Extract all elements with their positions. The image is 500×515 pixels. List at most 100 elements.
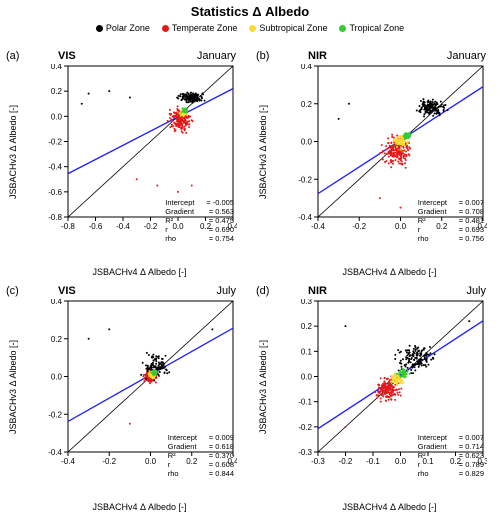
svg-text:0.0: 0.0 [145, 457, 157, 466]
stat-value: = 0.007 [459, 198, 484, 207]
svg-text:-0.2: -0.2 [352, 222, 366, 231]
stat-label: r [165, 225, 203, 234]
panel-band-label: VIS [58, 50, 76, 62]
y-axis-label: JSBACHv3 Δ Albedo [-] [8, 299, 20, 474]
panel-month-label: July [466, 285, 486, 297]
svg-text:-0.4: -0.4 [61, 457, 75, 466]
y-axis-label: JSBACHv3 Δ Albedo [-] [8, 64, 20, 239]
svg-text:0.0: 0.0 [301, 138, 313, 147]
svg-text:-0.6: -0.6 [48, 188, 62, 197]
stat-value: = 0.756 [459, 234, 484, 243]
stat-label: R² [418, 216, 456, 225]
svg-text:0.0: 0.0 [395, 457, 407, 466]
panel-band-label: NIR [308, 50, 327, 62]
y-axis-label: JSBACHv3 Δ Albedo [-] [258, 299, 270, 474]
stat-value: = 0.714 [459, 442, 484, 451]
svg-text:-0.2: -0.2 [48, 410, 62, 419]
svg-text:0.2: 0.2 [301, 100, 313, 109]
panel-a: (a)VISJanuaryJSBACHv3 Δ Albedo [-]JSBACH… [0, 44, 250, 279]
panel-band-label: VIS [58, 285, 76, 297]
legend-label: Polar Zone [106, 23, 150, 33]
stat-value: = 0.481 [459, 216, 484, 225]
figure-title: Statistics Δ Albedo [0, 0, 500, 19]
svg-text:-0.2: -0.2 [298, 175, 312, 184]
panel-tag: (d) [256, 285, 269, 297]
panel-grid: (a)VISJanuaryJSBACHv3 Δ Albedo [-]JSBACH… [0, 44, 500, 514]
legend: Polar Zone Temperate Zone Subtropical Zone… [0, 19, 500, 33]
svg-text:0.0: 0.0 [301, 373, 313, 382]
panel-tag: (b) [256, 50, 269, 62]
panel-month-label: January [447, 50, 486, 62]
stat-label: Gradient [168, 442, 206, 451]
stats-box: Intercept= 0.009Gradient= 0.618R²= 0.370… [168, 433, 234, 478]
stat-label: Intercept [418, 198, 456, 207]
svg-text:0.4: 0.4 [51, 299, 63, 306]
panel-d: (d) NIR July JSBACHv3 Δ Albedo [-] JSBACHv4 … [250, 279, 500, 514]
stat-value: = 0.690 [209, 225, 234, 234]
svg-text:-0.4: -0.4 [116, 222, 130, 231]
stat-label: r [168, 460, 206, 469]
svg-text:-0.3: -0.3 [298, 448, 312, 457]
legend-label: Temperate Zone [172, 23, 238, 33]
stats-box: Intercept= 0.007Gradient= 0.714R²= 0.623… [418, 433, 484, 478]
legend-dot-icon [96, 25, 103, 32]
x-axis-label: JSBACHv4 Δ Albedo [-] [292, 502, 487, 512]
svg-text:0.0: 0.0 [51, 373, 63, 382]
svg-text:-0.6: -0.6 [89, 222, 103, 231]
stat-label: Intercept [168, 433, 206, 442]
stat-label: r [418, 225, 456, 234]
svg-text:0.2: 0.2 [51, 335, 63, 344]
svg-text:-0.2: -0.2 [298, 423, 312, 432]
legend-dot-icon [162, 25, 169, 32]
panel-b: (b) NIR January JSBACHv3 Δ Albedo [-] JSBACH… [250, 44, 500, 279]
stat-label: rho [418, 234, 456, 243]
svg-text:-0.2: -0.2 [144, 222, 158, 231]
stats-box: Intercept= -0.005Gradient= 0.563R²= 0.47… [165, 198, 234, 243]
svg-text:-0.4: -0.4 [311, 222, 325, 231]
panel-c: (c) VIS July JSBACHv3 Δ Albedo [-] JSBACHv4 … [0, 279, 250, 514]
svg-text:-0.3: -0.3 [311, 457, 325, 466]
stat-label: r [418, 460, 456, 469]
legend-item: Temperate Zone [162, 23, 238, 33]
x-axis-label: JSBACHv4 Δ Albedo [-] [292, 267, 487, 277]
stat-value: = 0.009 [209, 433, 234, 442]
svg-text:0.4: 0.4 [51, 64, 63, 71]
stat-value: = 0.789 [459, 460, 484, 469]
stat-value: = 0.829 [459, 469, 484, 478]
stat-label: rho [418, 469, 456, 478]
svg-text:0.2: 0.2 [51, 87, 63, 96]
stat-label: Intercept [418, 433, 456, 442]
stat-label: rho [168, 469, 206, 478]
svg-text:0.3: 0.3 [301, 299, 313, 306]
stat-value: = 0.475 [209, 216, 234, 225]
stat-label: rho [165, 234, 203, 243]
svg-text:0.1: 0.1 [301, 347, 313, 356]
panel-band-label: NIR [308, 285, 327, 297]
legend-dot-icon [249, 25, 256, 32]
panel-month-label: July [216, 285, 236, 297]
legend-label: Tropical Zone [349, 23, 404, 33]
y-axis-label: JSBACHv3 Δ Albedo [-] [258, 64, 270, 239]
svg-text:0.2: 0.2 [301, 322, 313, 331]
stat-value: = 0.623 [459, 451, 484, 460]
panel-month-label: January [197, 50, 236, 62]
stat-label: R² [165, 216, 203, 225]
svg-text:0.0: 0.0 [51, 112, 63, 121]
stat-label: R² [168, 451, 206, 460]
legend-item: Subtropical Zone [249, 23, 327, 33]
x-axis-label: JSBACHv4 Δ Albedo [-] [42, 502, 237, 512]
stat-value: = 0.608 [209, 460, 234, 469]
stat-label: Intercept [165, 198, 203, 207]
stat-value: = 0.693 [459, 225, 484, 234]
panel-tag: (c) [6, 285, 19, 297]
svg-text:-0.8: -0.8 [48, 213, 62, 222]
stat-value: = -0.005 [206, 198, 234, 207]
legend-item: Polar Zone [96, 23, 150, 33]
stat-label: Gradient [418, 442, 456, 451]
stats-box: Intercept= 0.007Gradient= 0.708R²= 0.481… [418, 198, 484, 243]
legend-item: Tropical Zone [339, 23, 404, 33]
svg-text:-0.8: -0.8 [61, 222, 75, 231]
svg-text:0.0: 0.0 [395, 222, 407, 231]
svg-text:-0.4: -0.4 [48, 163, 62, 172]
stat-value: = 0.563 [209, 207, 234, 216]
